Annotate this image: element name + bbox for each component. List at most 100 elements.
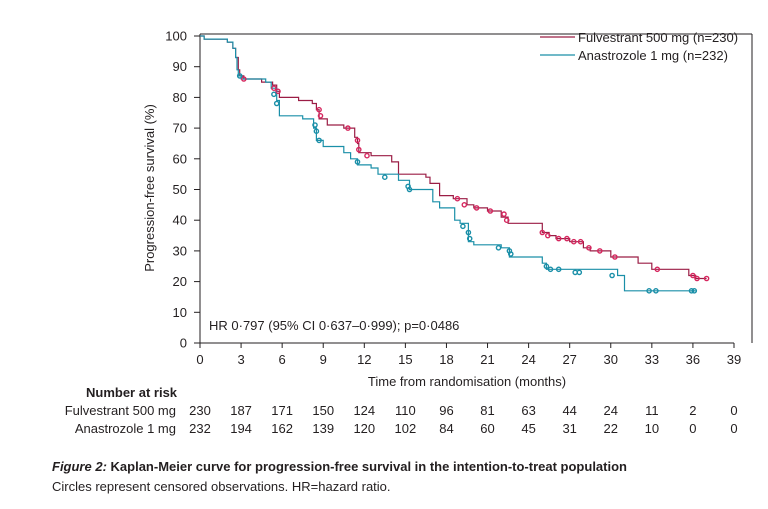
- y-tick-label-50: 50: [173, 182, 187, 197]
- y-tick-label-40: 40: [173, 213, 187, 228]
- y-tick-label-70: 70: [173, 121, 187, 136]
- risk-value-fulvestrant-21: 81: [480, 403, 494, 418]
- risk-value-fulvestrant-3: 187: [230, 403, 252, 418]
- x-tick-label-0: 0: [196, 352, 203, 367]
- censor-marker-anastrozole-9: [406, 186, 413, 193]
- x-tick-label-18: 18: [439, 352, 453, 367]
- censor-marker-anastrozole-18: [555, 266, 562, 273]
- y-tick-label-100: 100: [165, 29, 187, 44]
- censor-marker-anastrozole-13: [495, 244, 502, 251]
- x-tick-label-30: 30: [604, 352, 618, 367]
- censor-marker-anastrozole-11: [465, 229, 472, 236]
- hazard-ratio-annotation: HR 0·797 (95% CI 0·637–0·999); p=0·0486: [209, 318, 459, 333]
- caption-note: Circles represent censored observations.…: [52, 479, 391, 494]
- censor-marker-fulvestrant-16: [545, 232, 551, 239]
- x-tick-label-15: 15: [398, 352, 412, 367]
- censor-marker-anastrozole-23: [653, 287, 659, 294]
- figure-label: Figure 2:: [52, 459, 107, 474]
- y-tick-label-80: 80: [173, 90, 187, 105]
- risk-value-anastrozole-27: 31: [562, 421, 576, 436]
- y-tick-label-0: 0: [180, 336, 187, 351]
- x-tick-label-39: 39: [727, 352, 741, 367]
- censor-marker-fulvestrant-7: [355, 146, 362, 153]
- censor-marker-fulvestrant-23: [612, 254, 618, 260]
- risk-row-label-anastrozole: Anastrozole 1 mg: [75, 421, 176, 436]
- x-tick-label-9: 9: [320, 352, 327, 367]
- censor-marker-fulvestrant-15: [539, 229, 546, 236]
- y-tick-label-10: 10: [173, 305, 187, 320]
- risk-table-heading: Number at risk: [86, 385, 178, 400]
- caption-title: Kaplan-Meier curve for progression-free …: [110, 459, 627, 474]
- censor-marker-fulvestrant-3: [316, 106, 322, 113]
- censor-marker-anastrozole-7: [381, 174, 388, 180]
- risk-row-label-fulvestrant: Fulvestrant 500 mg: [65, 403, 176, 418]
- risk-value-anastrozole-24: 45: [521, 421, 535, 436]
- censor-marker-fulvestrant-10: [461, 201, 468, 208]
- censor-marker-fulvestrant-14: [503, 217, 510, 223]
- x-tick-label-6: 6: [279, 352, 286, 367]
- risk-value-anastrozole-21: 60: [480, 421, 494, 436]
- y-tick-label-30: 30: [173, 243, 187, 258]
- legend-label-anastrozole: Anastrozole 1 mg (n=232): [578, 48, 728, 63]
- legend: Fulvestrant 500 mg (n=230) Anastrozole 1…: [540, 30, 738, 63]
- curve-fulvestrant: [200, 35, 707, 280]
- risk-value-fulvestrant-9: 150: [312, 403, 334, 418]
- censor-marker-fulvestrant-6: [354, 137, 361, 144]
- censor-marker-fulvestrant-20: [577, 238, 584, 245]
- censor-marker-anastrozole-25: [691, 287, 698, 294]
- censor-marker-anastrozole-0: [236, 73, 243, 79]
- y-axis-title: Progression-free survival (%): [142, 104, 157, 272]
- y-tick-label-90: 90: [173, 59, 187, 74]
- censor-marker-anastrozole-22: [646, 287, 652, 294]
- risk-value-anastrozole-30: 22: [604, 421, 618, 436]
- censor-marker-anastrozole-5: [316, 137, 322, 144]
- legend-label-fulvestrant: Fulvestrant 500 mg (n=230): [578, 30, 738, 45]
- risk-value-fulvestrant-0: 230: [189, 403, 211, 418]
- risk-value-fulvestrant-15: 110: [395, 403, 416, 418]
- risk-value-anastrozole-12: 120: [353, 421, 375, 436]
- censor-marker-fulvestrant-27: [703, 275, 710, 282]
- censor-marker-fulvestrant-13: [501, 211, 507, 217]
- risk-value-fulvestrant-39: 0: [730, 403, 737, 418]
- risk-value-fulvestrant-6: 171: [271, 403, 293, 418]
- censor-marker-anastrozole-20: [576, 269, 583, 276]
- censor-marker-anastrozole-15: [507, 251, 514, 257]
- x-tick-label-24: 24: [521, 352, 535, 367]
- censor-marker-anastrozole-6: [354, 159, 361, 165]
- y-tick-label-20: 20: [173, 274, 187, 289]
- censor-markers: [236, 73, 710, 294]
- caption-title-line: Figure 2: Kaplan-Meier curve for progres…: [52, 457, 752, 477]
- risk-value-fulvestrant-33: 11: [645, 403, 659, 418]
- censor-marker-fulvestrant-5: [345, 125, 351, 131]
- censor-marker-fulvestrant-0: [240, 76, 247, 82]
- censor-marker-fulvestrant-19: [571, 238, 577, 245]
- survival-curves: [200, 35, 707, 292]
- censor-marker-anastrozole-21: [609, 272, 615, 279]
- x-tick-label-27: 27: [562, 352, 576, 367]
- censor-marker-fulvestrant-24: [654, 266, 661, 273]
- censor-marker-anastrozole-3: [312, 122, 318, 128]
- x-axis-title: Time from randomisation (months): [368, 374, 566, 389]
- risk-value-anastrozole-39: 0: [730, 421, 737, 436]
- censor-marker-anastrozole-1: [271, 91, 277, 98]
- figure-caption: Figure 2: Kaplan-Meier curve for progres…: [52, 457, 752, 497]
- censor-marker-fulvestrant-18: [564, 235, 570, 242]
- risk-value-anastrozole-9: 139: [312, 421, 334, 436]
- y-tick-label-60: 60: [173, 151, 187, 166]
- risk-value-fulvestrant-36: 2: [689, 403, 696, 418]
- curve-anastrozole: [200, 35, 696, 292]
- y-axis-ticks: 0 10 20 30 40 50 60 70 80 90 100: [165, 29, 200, 351]
- censor-marker-anastrozole-12: [466, 235, 473, 242]
- risk-value-fulvestrant-27: 44: [562, 403, 576, 418]
- risk-value-fulvestrant-12: 124: [353, 403, 375, 418]
- risk-value-fulvestrant-30: 24: [604, 403, 618, 418]
- censor-marker-fulvestrant-21: [586, 244, 592, 251]
- risk-value-anastrozole-18: 84: [439, 421, 453, 436]
- censor-marker-fulvestrant-17: [555, 235, 562, 242]
- risk-value-anastrozole-15: 102: [395, 421, 417, 436]
- risk-value-anastrozole-6: 162: [271, 421, 293, 436]
- censor-marker-fulvestrant-22: [597, 248, 603, 254]
- risk-value-anastrozole-36: 0: [689, 421, 696, 436]
- censor-marker-fulvestrant-12: [487, 208, 494, 214]
